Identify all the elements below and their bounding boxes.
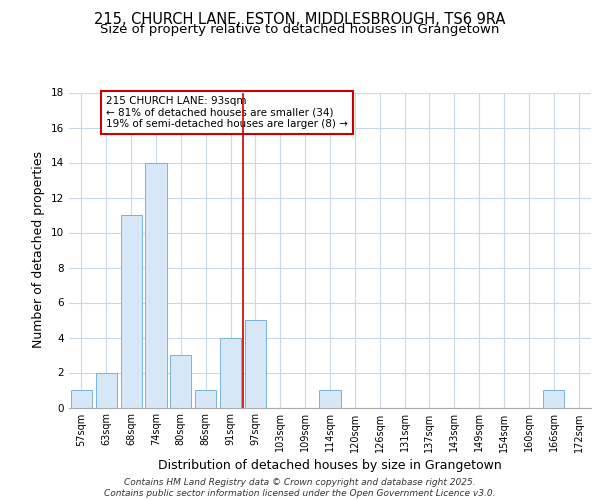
Bar [195, 390, 216, 407]
Bar [71, 390, 92, 407]
Bar [121, 215, 142, 408]
Bar [96, 372, 117, 408]
Bar [220, 338, 241, 407]
Y-axis label: Number of detached properties: Number of detached properties [32, 152, 46, 348]
Text: Contains HM Land Registry data © Crown copyright and database right 2025.
Contai: Contains HM Land Registry data © Crown c… [104, 478, 496, 498]
Text: Size of property relative to detached houses in Grangetown: Size of property relative to detached ho… [100, 22, 500, 36]
Bar [543, 390, 564, 407]
Text: 215 CHURCH LANE: 93sqm
← 81% of detached houses are smaller (34)
19% of semi-det: 215 CHURCH LANE: 93sqm ← 81% of detached… [106, 96, 348, 129]
Bar [245, 320, 266, 408]
X-axis label: Distribution of detached houses by size in Grangetown: Distribution of detached houses by size … [158, 458, 502, 471]
Bar [145, 162, 167, 408]
Bar [319, 390, 341, 407]
Bar [170, 355, 191, 408]
Text: 215, CHURCH LANE, ESTON, MIDDLESBROUGH, TS6 9RA: 215, CHURCH LANE, ESTON, MIDDLESBROUGH, … [94, 12, 506, 28]
